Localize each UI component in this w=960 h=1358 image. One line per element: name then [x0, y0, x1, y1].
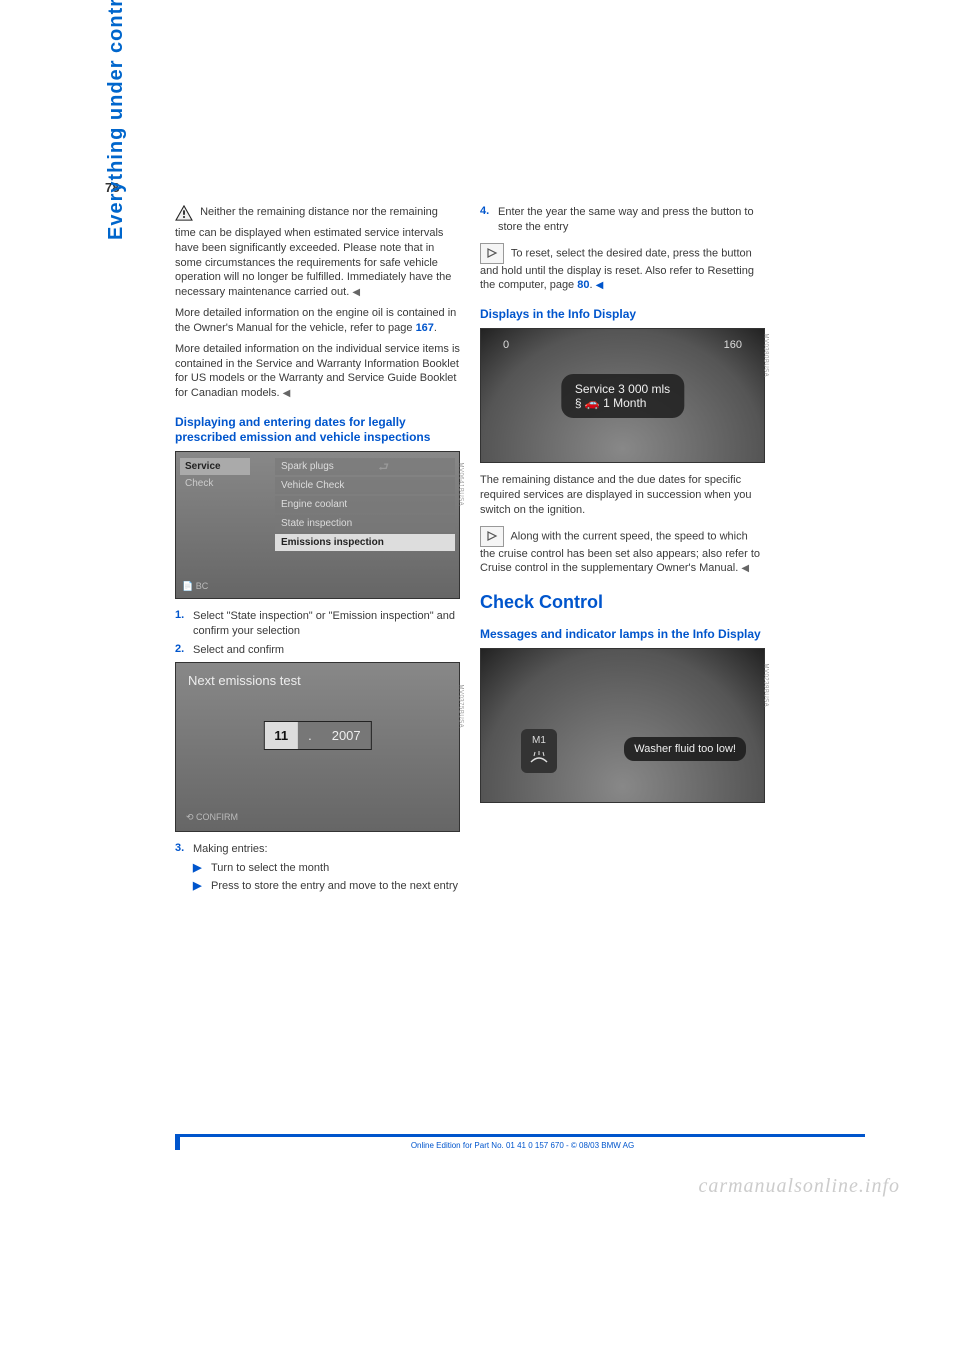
text-span: Making entries: — [193, 843, 268, 855]
text-span: Along with the current speed, the speed … — [480, 530, 760, 574]
step-text: Select and confirm — [193, 643, 460, 658]
text-span: More detailed information on the individ… — [175, 343, 460, 400]
step-number: 3. — [175, 842, 193, 899]
washer-icon — [529, 750, 549, 767]
svc-row: Vehicle Check — [275, 477, 455, 494]
emis-month: 11 — [264, 722, 298, 749]
heading-messages: Messages and indicator lamps in the Info… — [480, 627, 765, 642]
right-column: 4. Enter the year the same way and press… — [480, 205, 765, 902]
svc-left-panel: Service Check — [180, 458, 250, 492]
end-marker: ◀ — [352, 287, 360, 298]
svc-row: Spark plugs — [275, 458, 455, 475]
service-pill: Service 3 000 mls § 🚗 1 Month — [561, 374, 684, 418]
text-span: Press to store the entry and move to the… — [211, 879, 460, 894]
gauge1-para: The remaining distance and the due dates… — [480, 473, 765, 518]
section-tab: Everything under control — [105, 0, 128, 240]
washer-fluid-message: Washer fluid too low! — [624, 737, 746, 761]
badge-label: M1 — [529, 735, 549, 746]
step-number: 2. — [175, 643, 193, 658]
svc-row: State inspection — [275, 515, 455, 532]
watermark: carmanualsonline.info — [698, 1175, 900, 1198]
m1-badge: M1 — [521, 729, 557, 773]
step-text: Enter the year the same way and press th… — [498, 205, 765, 235]
warning-icon — [175, 205, 193, 226]
end-marker: ◀ — [596, 280, 604, 291]
svc-row: Engine coolant — [275, 496, 455, 513]
text-span: More detailed information on the engine … — [175, 307, 456, 334]
engine-oil-ref-para: More detailed information on the engine … — [175, 306, 460, 336]
image-code: MV0380BUSA — [763, 333, 769, 377]
heading-info-display: Displays in the Info Display — [480, 307, 765, 322]
bullet-icon: ▶ — [193, 861, 211, 876]
bc-label: BC — [196, 581, 209, 591]
svc-tab-service: Service — [180, 458, 250, 475]
heading-check-control: Check Control — [480, 592, 765, 613]
page-ref-80[interactable]: 80 — [577, 279, 589, 291]
step-number: 1. — [175, 609, 193, 639]
end-marker: ◀ — [283, 388, 291, 399]
warning-text: Neither the remaining distance nor the r… — [175, 205, 460, 300]
image-code: MV0375BUSA — [458, 684, 464, 728]
emissions-date-screenshot: Next emissions test 11 . 2007 ⟲ CONFIRM … — [175, 662, 460, 832]
reset-para: To reset, select the desired date, press… — [480, 243, 765, 294]
bullet-icon: ▶ — [193, 879, 211, 894]
page-ref-167[interactable]: 167 — [416, 322, 434, 334]
text-span: Turn to select the month — [211, 861, 460, 876]
emis-date-box: 11 . 2007 — [263, 721, 371, 750]
left-column: Neither the remaining distance nor the r… — [175, 205, 460, 902]
heading-inspections: Displaying and entering dates for legall… — [175, 415, 460, 445]
play-icon — [480, 243, 504, 264]
image-code: MV0239BUSA — [763, 663, 769, 707]
svc-row-selected: Emissions inspection — [275, 534, 455, 551]
sub-bullet: ▶ Press to store the entry and move to t… — [193, 879, 460, 894]
image-code: MV0641BUSA — [458, 463, 464, 507]
sub-bullet: ▶ Turn to select the month — [193, 861, 460, 876]
end-marker: ◀ — [741, 563, 749, 574]
warning-body: Neither the remaining distance nor the r… — [175, 206, 451, 298]
step-3: 3. Making entries: ▶ Turn to select the … — [175, 842, 460, 899]
confirm-label: ⟲ CONFIRM — [186, 812, 238, 823]
pill-line2: § 🚗 1 Month — [575, 396, 670, 410]
info-display-screenshot: 0 160 Service 3 000 mls § 🚗 1 Month MV03… — [480, 328, 765, 463]
emis-title: Next emissions test — [188, 673, 301, 688]
text-span: To reset, select the desired date, press… — [480, 247, 754, 291]
step-text: Select "State inspection" or "Emission i… — [193, 609, 460, 639]
service-booklet-para: More detailed information on the individ… — [175, 342, 460, 401]
svc-right-list: Spark plugs Vehicle Check Engine coolant… — [275, 458, 455, 553]
step-4: 4. Enter the year the same way and press… — [480, 205, 765, 235]
step-text: Making entries: ▶ Turn to select the mon… — [193, 842, 460, 899]
scale-left: 0 — [503, 339, 509, 351]
step-number: 4. — [480, 205, 498, 235]
speed-para: Along with the current speed, the speed … — [480, 526, 765, 577]
step-2: 2. Select and confirm — [175, 643, 460, 658]
text-span: . — [434, 322, 437, 334]
page-content: Neither the remaining distance nor the r… — [95, 205, 865, 902]
footer: Online Edition for Part No. 01 41 0 157 … — [175, 1134, 865, 1150]
emis-year: 2007 — [322, 722, 371, 749]
scale-right: 160 — [724, 339, 742, 351]
play-icon — [480, 526, 504, 547]
step-1: 1. Select "State inspection" or "Emissio… — [175, 609, 460, 639]
svc-tab-check: Check — [180, 475, 250, 492]
pill-line1: Service 3 000 mls — [575, 382, 670, 396]
check-control-screenshot: M1 Washer fluid too low! MV0239BUSA — [480, 648, 765, 803]
bc-icon: 📄 BC — [182, 581, 208, 592]
emis-sep: . — [298, 722, 322, 749]
service-menu-screenshot: Service Check 📄 BC ⮐ Spark plugs Vehicle… — [175, 451, 460, 599]
